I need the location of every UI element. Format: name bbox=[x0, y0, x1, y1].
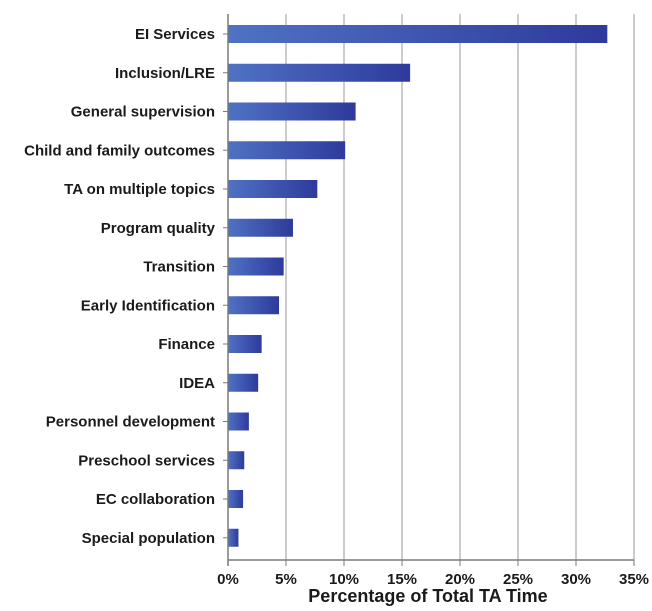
axes bbox=[223, 14, 635, 566]
category-label: Early Identification bbox=[81, 297, 215, 314]
bar bbox=[228, 102, 356, 121]
x-tick-label: 15% bbox=[387, 571, 417, 588]
x-tick-label: 20% bbox=[445, 571, 475, 588]
bar bbox=[228, 25, 608, 43]
x-tick-label: 0% bbox=[217, 571, 239, 588]
x-tick-label: 10% bbox=[329, 571, 359, 588]
category-label: IDEA bbox=[179, 375, 215, 392]
bar bbox=[228, 412, 249, 431]
x-tick-label: 25% bbox=[503, 571, 533, 588]
category-label: Child and family outcomes bbox=[24, 142, 215, 159]
category-label: Transition bbox=[143, 259, 215, 276]
x-tick-labels: 0% 5% 10% 15% 20% 25% 30% 35% bbox=[217, 571, 649, 588]
bar bbox=[228, 63, 411, 82]
bar bbox=[228, 528, 239, 547]
bar bbox=[228, 257, 284, 276]
category-label: Special population bbox=[82, 530, 215, 547]
bars bbox=[228, 25, 608, 547]
grid-lines bbox=[285, 14, 635, 560]
bar bbox=[228, 335, 262, 353]
x-axis-title: Percentage of Total TA Time bbox=[308, 586, 547, 606]
category-label: Inclusion/LRE bbox=[115, 65, 215, 82]
bar bbox=[228, 373, 259, 392]
category-label: Finance bbox=[158, 336, 215, 353]
x-tick-label: 30% bbox=[561, 571, 591, 588]
category-label: Preschool services bbox=[78, 452, 215, 469]
bar bbox=[228, 218, 293, 237]
category-label: TA on multiple topics bbox=[64, 181, 215, 198]
category-labels: EI Services Inclusion/LRE General supervis… bbox=[24, 26, 216, 547]
category-label: Program quality bbox=[101, 220, 216, 237]
category-label: EI Services bbox=[135, 26, 215, 43]
bar bbox=[228, 490, 244, 508]
category-label: Personnel development bbox=[46, 414, 215, 431]
category-label: General supervision bbox=[71, 104, 215, 121]
x-tick-label: 5% bbox=[275, 571, 297, 588]
bar bbox=[228, 296, 280, 315]
category-label: EC collaboration bbox=[96, 491, 215, 508]
bar bbox=[228, 141, 346, 160]
bar bbox=[228, 180, 318, 198]
x-tick-label: 35% bbox=[619, 571, 649, 588]
bar bbox=[228, 451, 245, 470]
